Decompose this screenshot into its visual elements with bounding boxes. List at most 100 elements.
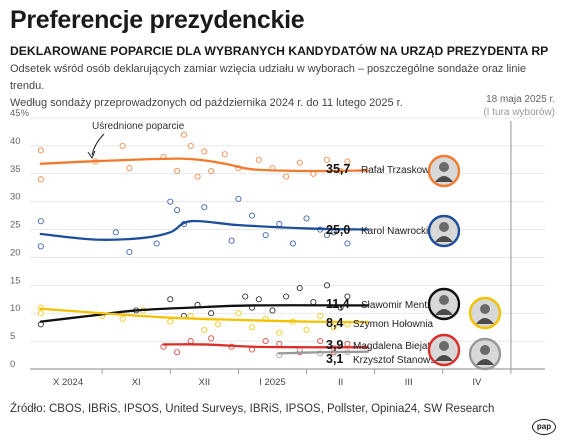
- poll-point-szymon-ho-ownia-15: [317, 312, 324, 320]
- poll-point-magdalena-biejat-1: [174, 349, 181, 356]
- poll-point-szymon-ho-ownia-12: [276, 329, 283, 336]
- poll-layer: [37, 131, 351, 359]
- trend-annotation-arrow: [91, 133, 105, 156]
- chart-subtitle: DEKLAROWANE POPARCIE DLA WYBRANYCH KANDY…: [10, 44, 549, 58]
- avatar-body-karol-nawrocki: [435, 236, 453, 242]
- trend-line-karol-nawrocki: [39, 219, 370, 241]
- x-tick-label-1: XI: [132, 377, 141, 388]
- poll-point-karol-nawrocki-6: [174, 206, 181, 214]
- poll-point-karol-nawrocki-12: [262, 232, 269, 239]
- poll-point-karol-nawrocki-8: [201, 204, 208, 211]
- chart-title: Preferencje prezydenckie: [10, 6, 305, 34]
- name-label-magdalena-biejat: Magdalena Biejat: [353, 341, 430, 352]
- poll-point-szymon-ho-ownia-16: [330, 324, 337, 331]
- poll-point-s-awomir-mentzen-5: [208, 310, 215, 317]
- poll-point-karol-nawrocki-10: [235, 195, 242, 202]
- trend-line-krzysztof-stanowski: [278, 350, 370, 355]
- poll-point-rafa-trzaskowski-4: [126, 165, 133, 172]
- value-label-rafa-trzaskowski: 35,7: [326, 162, 350, 176]
- y-tick-label-35: 35: [10, 164, 21, 175]
- pap-logo: pap: [532, 419, 556, 435]
- poll-point-karol-nawrocki-2: [112, 229, 119, 236]
- chart-description: Odsetek wśród osób deklarujących zamiar …: [10, 61, 560, 112]
- poll-point-rafa-trzaskowski-16: [283, 173, 290, 180]
- y-tick-label-30: 30: [10, 192, 21, 203]
- poll-point-karol-nawrocki-11: [248, 212, 256, 219]
- poll-point-karol-nawrocki-4: [153, 240, 160, 247]
- trend-line-rafa-trzaskowski: [39, 157, 370, 173]
- poll-point-karol-nawrocki-9: [228, 237, 235, 244]
- poll-point-rafa-trzaskowski-19: [323, 156, 331, 163]
- poll-point-karol-nawrocki-19: [344, 240, 351, 247]
- poll-point-szymon-ho-ownia-7: [201, 326, 208, 334]
- poll-point-rafa-trzaskowski-12: [221, 151, 228, 158]
- poll-point-rafa-trzaskowski-21: [344, 158, 351, 165]
- avatar-head-karol-nawrocki: [439, 222, 449, 232]
- y-tick-label-25: 25: [10, 220, 21, 231]
- description-line-2: Według sondaży przeprowadzonych od paźdz…: [10, 97, 403, 109]
- poll-point-rafa-trzaskowski-11: [208, 167, 215, 175]
- avatar-layer: [427, 154, 502, 371]
- poll-point-magdalena-biejat-3: [208, 335, 215, 342]
- poll-point-szymon-ho-ownia-9: [235, 310, 242, 317]
- y-tick-label-40: 40: [10, 136, 21, 147]
- avatar-body-krzysztof-stanowski: [476, 359, 494, 365]
- election-date: 18 maja 2025 r.: [486, 94, 555, 105]
- grid-layer: [30, 117, 545, 370]
- poll-point-s-awomir-mentzen-11: [296, 285, 303, 292]
- poll-point-magdalena-biejat-6: [262, 338, 269, 345]
- poll-point-s-awomir-mentzen-13: [323, 282, 331, 289]
- value-label-karol-nawrocki: 25,0: [326, 223, 350, 237]
- poll-point-rafa-trzaskowski-14: [255, 156, 262, 163]
- trend-layer: [39, 157, 370, 355]
- y-tick-label-15: 15: [10, 275, 21, 286]
- description-line-1: Odsetek wśród osób deklarujących zamiar …: [10, 63, 527, 92]
- avatar-head-rafa-trzaskowski: [439, 162, 449, 172]
- name-label-karol-nawrocki: Karol Nawrocki: [361, 226, 428, 237]
- trend-annotation: Uśrednione poparcie: [92, 121, 185, 132]
- poll-point-s-awomir-mentzen-8: [255, 296, 262, 303]
- poll-point-s-awomir-mentzen-15: [344, 293, 351, 300]
- poll-point-karol-nawrocki-1: [37, 218, 44, 225]
- x-tick-label-0: X 2024: [53, 377, 83, 388]
- poll-point-szymon-ho-ownia-3: [119, 315, 126, 322]
- source-note: Źródło: CBOS, IBRiS, IPSOS, United Surve…: [10, 403, 495, 415]
- label-layer: 35,7 Rafał Trzaskowski 25,0 Karol Nawrocki 1…: [326, 162, 443, 366]
- y-tick-label-45: 45%: [10, 108, 30, 119]
- poll-point-s-awomir-mentzen-9: [269, 307, 276, 314]
- poll-point-karol-nawrocki-5: [167, 198, 174, 205]
- avatar-body-s-awomir-mentzen: [435, 309, 453, 315]
- avatar-head-szymon-ho-ownia: [480, 304, 490, 314]
- poll-point-szymon-ho-ownia-10: [248, 324, 256, 331]
- poll-point-karol-nawrocki-17: [323, 232, 331, 239]
- x-tick-label-2: XII: [199, 377, 211, 388]
- poll-point-rafa-trzaskowski-6: [174, 167, 181, 175]
- avatar-head-krzysztof-stanowski: [480, 345, 490, 355]
- name-label-rafa-trzaskowski: Rafał Trzaskowski: [361, 165, 442, 176]
- poll-point-rafa-trzaskowski-8: [187, 142, 194, 149]
- value-label-s-awomir-mentzen: 11,4: [326, 297, 350, 311]
- poll-point-rafa-trzaskowski-3: [119, 142, 126, 149]
- avatar-head-s-awomir-mentzen: [439, 295, 449, 305]
- name-label-szymon-ho-ownia: Szymon Hołownia: [353, 319, 433, 330]
- avatar-body-szymon-ho-ownia: [476, 318, 494, 324]
- poll-point-szymon-ho-ownia-1: [37, 310, 44, 317]
- poll-point-karol-nawrocki-13: [276, 220, 283, 228]
- poll-point-karol-nawrocki-3: [126, 248, 133, 255]
- poll-point-szymon-ho-ownia-14: [303, 326, 310, 334]
- value-label-szymon-ho-ownia: 8,4: [326, 316, 343, 330]
- x-tick-label-4: II: [338, 377, 343, 388]
- value-label-magdalena-biejat: 3,9: [326, 338, 343, 352]
- poll-point-magdalena-biejat-11: [344, 340, 351, 347]
- value-label-krzysztof-stanowski: 3,1: [326, 352, 343, 366]
- poll-point-magdalena-biejat-9: [317, 338, 324, 345]
- trend-line-s-awomir-mentzen: [39, 304, 370, 323]
- poll-point-karol-nawrocki-14: [289, 240, 296, 247]
- y-tick-label-0: 0: [10, 359, 15, 370]
- x-tick-label-3: I 2025: [259, 377, 285, 388]
- name-label-krzysztof-stanowski: Krzysztof Stanowski: [353, 355, 442, 366]
- poll-point-rafa-trzaskowski-1: [37, 147, 44, 154]
- poll-point-szymon-ho-ownia-5: [167, 318, 174, 325]
